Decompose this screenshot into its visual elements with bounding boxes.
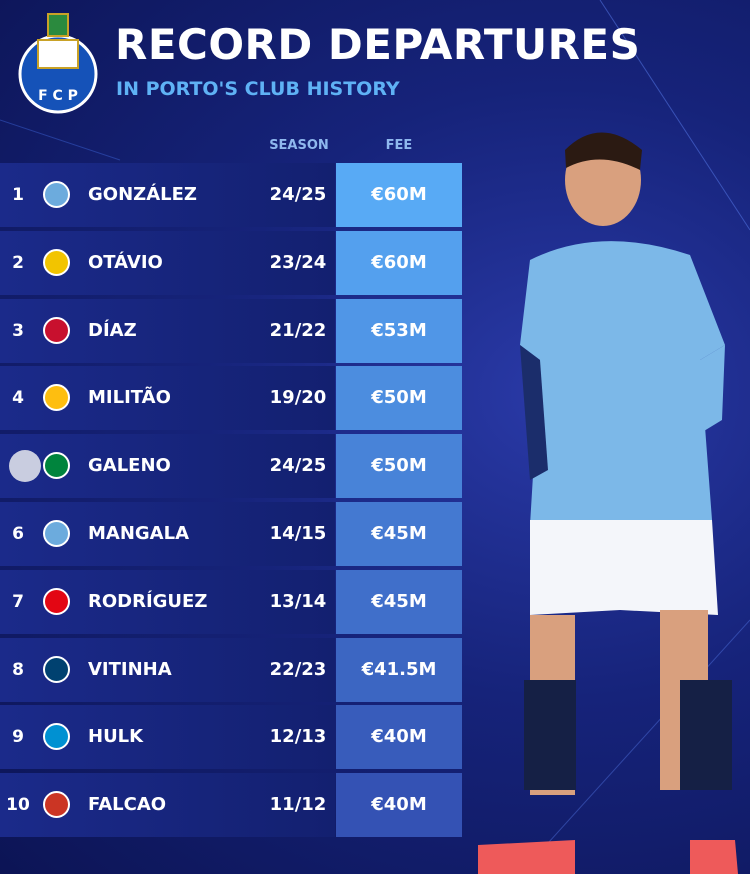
season: 14/15 — [269, 523, 327, 544]
player-name: GONZÁLEZ — [88, 184, 197, 205]
table-row: 4 MILITÃO 19/20 €50M — [0, 366, 462, 431]
fee: €60M — [371, 251, 427, 273]
title: RECORD DEPARTURES — [115, 20, 641, 69]
fee-cell — [336, 773, 462, 838]
fee-cell — [336, 298, 462, 363]
light-streak — [519, 619, 750, 874]
table-row: 1 GONZÁLEZ 24/25 €60M — [0, 163, 462, 227]
club-crest — [43, 316, 70, 344]
fee-cell — [336, 434, 462, 499]
club-crest — [43, 587, 70, 615]
player-name: DÍAZ — [88, 319, 137, 341]
rank: 2 — [12, 252, 24, 273]
player-name: OTÁVIO — [88, 251, 163, 273]
rank: 6 — [12, 524, 24, 544]
table-row: 2 OTÁVIO 23/24 €60M — [0, 230, 462, 295]
fee-cell — [336, 637, 462, 702]
club-crest — [43, 520, 70, 547]
table-row: 9 HULK 12/13 €40M — [0, 705, 462, 770]
rank: 9 — [12, 727, 24, 748]
club-crest — [43, 452, 70, 480]
fee: €45M — [371, 523, 427, 544]
column-header: FEE — [385, 138, 413, 153]
season: 12/13 — [269, 726, 327, 748]
fee-cell — [336, 502, 462, 566]
player-name: RODRÍGUEZ — [88, 590, 208, 612]
fee-cell — [336, 569, 462, 634]
fee-cell — [336, 163, 462, 227]
season: 21/22 — [269, 319, 327, 341]
rank: 3 — [12, 320, 24, 341]
player-name: MILITÃO — [88, 387, 171, 409]
season: 23/24 — [269, 251, 327, 273]
fee: €40M — [371, 726, 427, 748]
fee: €53M — [371, 319, 427, 341]
table-row: 8 VITINHA 22/23 €41.5M — [0, 637, 462, 702]
fee: €60M — [371, 184, 427, 205]
season: 13/14 — [269, 590, 327, 612]
player-photo — [478, 132, 738, 874]
fee: €41.5M — [361, 658, 437, 680]
club-crest — [43, 384, 70, 412]
club-crest — [43, 181, 70, 208]
rank: 4 — [12, 388, 24, 409]
subtitle: IN PORTO'S CLUB HISTORY — [116, 78, 400, 100]
fee: €45M — [371, 590, 427, 612]
column-header: SEASON — [269, 138, 329, 153]
table-row: 3 DÍAZ 21/22 €53M — [0, 298, 462, 363]
player-name: MANGALA — [88, 523, 190, 544]
player-name: HULK — [88, 726, 144, 748]
svg-text:F C P: F C P — [38, 88, 78, 104]
fee: €50M — [371, 455, 427, 477]
fee: €40M — [371, 794, 427, 816]
season: 22/23 — [269, 658, 327, 680]
club-crest — [43, 655, 70, 683]
table-row: 7 RODRÍGUEZ 13/14 €45M — [0, 569, 462, 634]
table-row: 6 MANGALA 14/15 €45M — [0, 502, 462, 566]
player-name: FALCAO — [88, 794, 167, 816]
club-crest — [43, 791, 70, 819]
season: 24/25 — [269, 184, 327, 205]
fee-cell — [336, 366, 462, 431]
player-name: GALENO — [88, 455, 171, 477]
rank: 8 — [12, 659, 24, 680]
fee-cell — [336, 230, 462, 295]
club-crest — [43, 723, 70, 751]
rank: 7 — [12, 591, 24, 612]
season: 19/20 — [269, 387, 327, 409]
season: 24/25 — [269, 455, 327, 477]
table-row: GALENO 24/25 €50M — [0, 434, 462, 499]
rank: 10 — [6, 795, 30, 816]
fee: €50M — [371, 387, 427, 409]
table-row: 10 FALCAO 11/12 €40M — [0, 773, 462, 838]
club-crest: F C P — [18, 13, 98, 114]
player-name: VITINHA — [88, 658, 172, 680]
season: 11/12 — [269, 794, 327, 816]
back-button[interactable] — [9, 450, 41, 483]
light-streak — [0, 119, 121, 161]
club-crest — [43, 248, 70, 276]
fee-cell — [336, 705, 462, 770]
light-streak — [599, 0, 750, 231]
rank: 1 — [12, 185, 24, 205]
